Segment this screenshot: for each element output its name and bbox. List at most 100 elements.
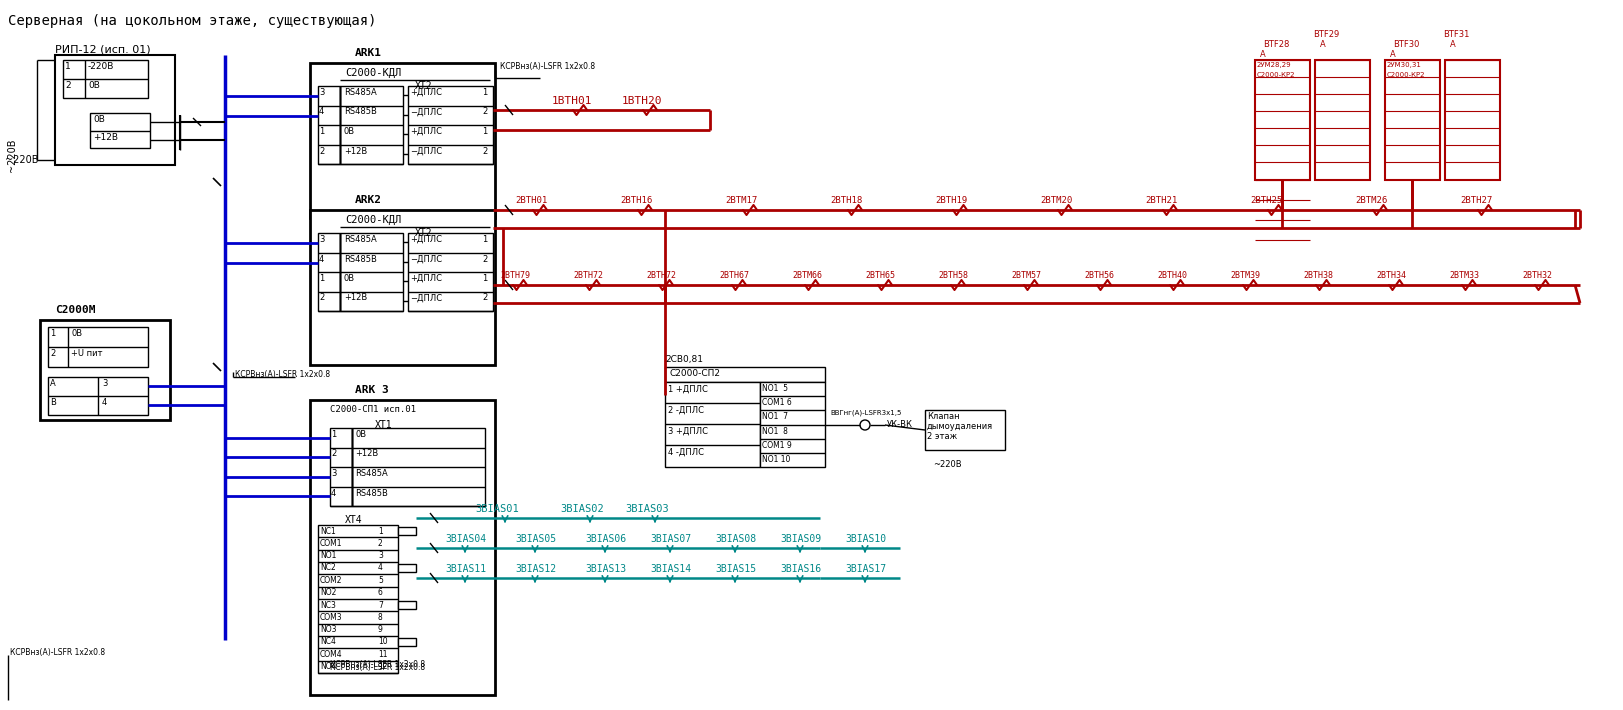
Text: 2ВТМ33: 2ВТМ33 xyxy=(1449,271,1479,280)
Text: 9: 9 xyxy=(378,626,383,634)
Text: 2: 2 xyxy=(482,293,487,302)
Text: 3BIAS15: 3BIAS15 xyxy=(716,564,756,574)
Text: 2ВТН21: 2ВТН21 xyxy=(1144,196,1177,205)
Text: NO3: NO3 xyxy=(320,626,336,634)
Text: 0В: 0В xyxy=(88,81,101,90)
Text: 2УМ30,31: 2УМ30,31 xyxy=(1388,62,1422,68)
Text: 0В: 0В xyxy=(93,115,105,124)
Text: ~220В: ~220В xyxy=(5,155,39,165)
Text: 2ВТН56: 2ВТН56 xyxy=(1084,271,1113,280)
Text: 3BIAS10: 3BIAS10 xyxy=(846,534,886,544)
Text: RS485B: RS485B xyxy=(344,254,377,263)
Text: 2ВТМ66: 2ВТМ66 xyxy=(792,271,821,280)
Text: 2СВ0,81: 2СВ0,81 xyxy=(665,355,703,364)
Text: 10: 10 xyxy=(378,638,388,647)
Text: 3BIAS01: 3BIAS01 xyxy=(476,504,519,514)
Text: 3: 3 xyxy=(102,379,107,388)
Text: 1: 1 xyxy=(482,127,487,136)
Text: 3: 3 xyxy=(378,551,383,560)
Text: 3: 3 xyxy=(331,469,336,478)
Text: RS485A: RS485A xyxy=(344,88,377,97)
Text: 3: 3 xyxy=(320,235,325,244)
Text: 2ВТН25: 2ВТН25 xyxy=(1250,196,1282,205)
Text: NO4: NO4 xyxy=(320,662,336,671)
Bar xyxy=(310,63,495,218)
Text: ARK1: ARK1 xyxy=(355,48,381,58)
Text: 3BIAS04: 3BIAS04 xyxy=(445,534,487,544)
Text: XT2: XT2 xyxy=(415,228,433,238)
Text: 2ВТМ17: 2ВТМ17 xyxy=(725,196,758,205)
Text: 2ВТМ20: 2ВТМ20 xyxy=(1040,196,1073,205)
Bar xyxy=(318,525,398,673)
Bar xyxy=(1444,60,1500,180)
Bar xyxy=(310,210,495,365)
Text: 1ВТН01: 1ВТН01 xyxy=(552,96,592,106)
Text: 2: 2 xyxy=(65,81,71,90)
Text: NO1  8: NO1 8 xyxy=(763,427,787,435)
Text: 2ВТН67: 2ВТН67 xyxy=(719,271,748,280)
Text: +12В: +12В xyxy=(344,146,367,155)
Text: NC2: NC2 xyxy=(320,564,336,572)
Text: дымоудаления: дымоудаления xyxy=(927,422,993,431)
Text: 2: 2 xyxy=(320,146,325,155)
Text: 1: 1 xyxy=(320,274,325,283)
Text: XT2: XT2 xyxy=(415,81,433,91)
Text: 1: 1 xyxy=(320,127,325,136)
Text: −ДПЛС: −ДПЛС xyxy=(411,107,441,116)
Text: COM4: COM4 xyxy=(320,650,342,659)
Text: 1: 1 xyxy=(378,527,383,535)
Text: КСРВнз(А)-LSFR 1х2х0.8: КСРВнз(А)-LSFR 1х2х0.8 xyxy=(329,660,425,669)
Text: 12: 12 xyxy=(378,662,388,671)
Text: NO1: NO1 xyxy=(320,551,336,560)
Bar xyxy=(398,527,415,535)
Text: 2 этаж: 2 этаж xyxy=(927,432,958,441)
Text: 11: 11 xyxy=(378,650,388,659)
Text: 1: 1 xyxy=(50,329,55,338)
Text: 3BIAS08: 3BIAS08 xyxy=(716,534,756,544)
Text: 2ВТН18: 2ВТН18 xyxy=(829,196,862,205)
Bar xyxy=(49,377,148,415)
Text: RS485B: RS485B xyxy=(344,107,377,116)
Text: 2ВТН79: 2ВТН79 xyxy=(500,271,531,280)
Text: ~220В: ~220В xyxy=(933,460,961,469)
Text: 3BIAS17: 3BIAS17 xyxy=(846,564,886,574)
Text: 3BIAS06: 3BIAS06 xyxy=(584,534,626,544)
Text: −ДПЛС: −ДПЛС xyxy=(411,293,441,302)
Text: +ДПЛС: +ДПЛС xyxy=(411,127,441,136)
Text: XT4: XT4 xyxy=(346,515,362,525)
Text: 2ВТН16: 2ВТН16 xyxy=(620,196,652,205)
Text: +ДПЛС: +ДПЛС xyxy=(411,88,441,97)
Text: +ДПЛС: +ДПЛС xyxy=(411,274,441,283)
Text: 5: 5 xyxy=(378,576,383,585)
Text: -220В: -220В xyxy=(88,62,114,71)
Text: 2: 2 xyxy=(331,449,336,459)
Text: 6: 6 xyxy=(378,588,383,597)
Text: NO1  7: NO1 7 xyxy=(763,413,789,421)
Text: УК-ВК: УК-ВК xyxy=(888,420,914,429)
Bar xyxy=(318,86,403,164)
Text: 1ВТН20: 1ВТН20 xyxy=(622,96,662,106)
Text: BTF31: BTF31 xyxy=(1443,30,1469,39)
Text: ARK 3: ARK 3 xyxy=(355,385,390,395)
Text: С2000-КР2: С2000-КР2 xyxy=(1256,72,1295,78)
Text: A: A xyxy=(50,379,55,388)
Text: 3BIAS07: 3BIAS07 xyxy=(649,534,691,544)
Text: 1: 1 xyxy=(65,62,71,71)
Bar xyxy=(63,60,148,98)
Text: 4: 4 xyxy=(378,564,383,572)
Text: КСРВнз(А)-LSFR 1х2х0.8: КСРВнз(А)-LSFR 1х2х0.8 xyxy=(10,648,105,657)
Text: 8: 8 xyxy=(378,613,383,622)
Text: 4: 4 xyxy=(102,398,107,407)
Text: NO1  5: NO1 5 xyxy=(763,384,789,393)
Text: 0В: 0В xyxy=(71,329,83,338)
Text: 1: 1 xyxy=(482,88,487,97)
Text: 2УМ28,29: 2УМ28,29 xyxy=(1256,62,1292,68)
Text: 2ВТН32: 2ВТН32 xyxy=(1522,271,1552,280)
Text: −ДПЛС: −ДПЛС xyxy=(411,254,441,263)
Text: BTF28: BTF28 xyxy=(1263,40,1289,49)
Bar xyxy=(49,327,148,367)
Bar xyxy=(1384,60,1440,180)
Bar xyxy=(398,564,415,572)
Text: 0В: 0В xyxy=(344,274,355,283)
Text: +ДПЛС: +ДПЛС xyxy=(411,235,441,244)
